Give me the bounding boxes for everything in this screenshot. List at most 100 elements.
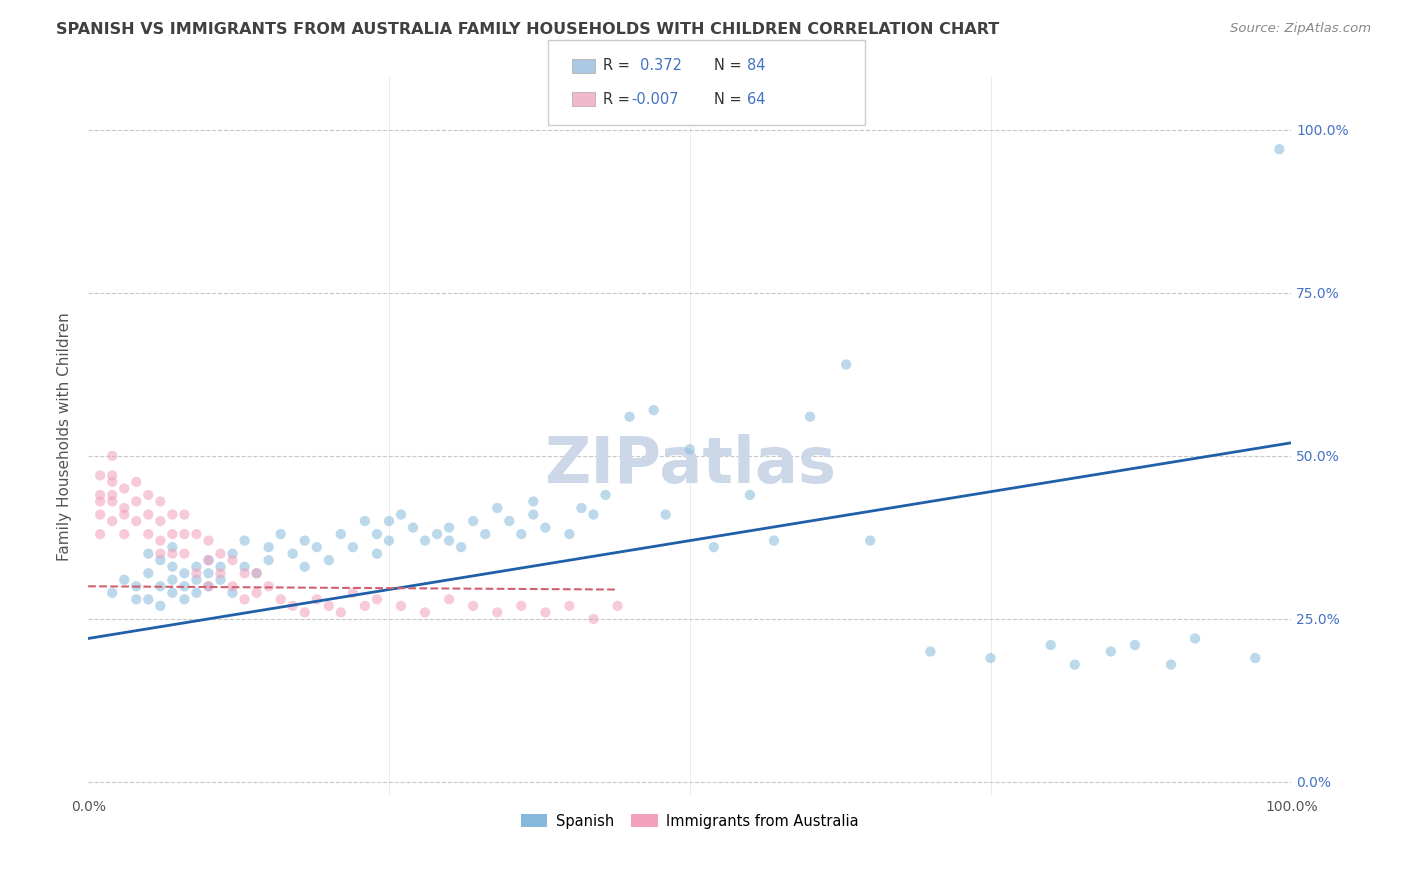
Point	[426, 527, 449, 541]
Text: ZIPatlas: ZIPatlas	[544, 434, 835, 496]
Point	[197, 566, 219, 581]
Point	[136, 527, 159, 541]
Point	[209, 573, 232, 587]
Point	[354, 599, 377, 613]
Point	[233, 566, 256, 581]
Text: Source: ZipAtlas.com: Source: ZipAtlas.com	[1230, 22, 1371, 36]
Point	[149, 533, 172, 548]
Point	[534, 520, 557, 534]
Point	[1099, 644, 1122, 658]
Point	[89, 468, 111, 483]
Point	[233, 559, 256, 574]
Point	[1039, 638, 1062, 652]
Point	[643, 403, 665, 417]
Point	[920, 644, 942, 658]
Point	[474, 527, 496, 541]
Point	[329, 527, 352, 541]
Text: 0.372: 0.372	[640, 58, 682, 73]
Point	[149, 599, 172, 613]
Point	[149, 514, 172, 528]
Point	[233, 533, 256, 548]
Point	[197, 553, 219, 567]
Point	[1160, 657, 1182, 672]
Point	[136, 547, 159, 561]
Point	[654, 508, 676, 522]
Point	[558, 599, 581, 613]
Point	[136, 488, 159, 502]
Point	[162, 508, 184, 522]
Point	[1268, 142, 1291, 156]
Point	[378, 514, 401, 528]
Point	[162, 559, 184, 574]
Point	[149, 579, 172, 593]
Point	[305, 592, 328, 607]
Point	[389, 599, 412, 613]
Point	[197, 579, 219, 593]
Point	[173, 579, 195, 593]
Point	[281, 599, 304, 613]
Point	[413, 606, 436, 620]
Point	[136, 592, 159, 607]
Point	[294, 533, 316, 548]
Point	[125, 514, 148, 528]
Point	[270, 592, 292, 607]
Point	[437, 520, 460, 534]
Point	[173, 566, 195, 581]
Point	[101, 494, 124, 508]
Point	[738, 488, 761, 502]
Text: 64: 64	[747, 92, 765, 107]
Point	[595, 488, 617, 502]
Point	[486, 606, 509, 620]
Point	[510, 527, 533, 541]
Point	[281, 547, 304, 561]
Point	[329, 606, 352, 620]
Point	[186, 566, 208, 581]
Point	[558, 527, 581, 541]
Point	[162, 573, 184, 587]
Point	[486, 501, 509, 516]
Point	[162, 547, 184, 561]
Point	[437, 592, 460, 607]
Point	[835, 358, 858, 372]
Point	[89, 494, 111, 508]
Point	[257, 540, 280, 554]
Point	[305, 540, 328, 554]
Point	[437, 533, 460, 548]
Text: 84: 84	[747, 58, 765, 73]
Point	[162, 540, 184, 554]
Point	[162, 527, 184, 541]
Point	[859, 533, 882, 548]
Point	[233, 592, 256, 607]
Point	[209, 559, 232, 574]
Point	[221, 547, 243, 561]
Point	[173, 508, 195, 522]
Point	[125, 475, 148, 489]
Point	[89, 488, 111, 502]
Text: N =: N =	[714, 58, 742, 73]
Point	[571, 501, 593, 516]
Text: SPANISH VS IMMIGRANTS FROM AUSTRALIA FAMILY HOUSEHOLDS WITH CHILDREN CORRELATION: SPANISH VS IMMIGRANTS FROM AUSTRALIA FAM…	[56, 22, 1000, 37]
Text: R =: R =	[603, 92, 630, 107]
Point	[101, 449, 124, 463]
Point	[149, 547, 172, 561]
Point	[246, 566, 269, 581]
Point	[606, 599, 628, 613]
Point	[762, 533, 785, 548]
Point	[197, 553, 219, 567]
Point	[510, 599, 533, 613]
Point	[582, 508, 605, 522]
Point	[246, 566, 269, 581]
Point	[112, 573, 135, 587]
Point	[257, 579, 280, 593]
Point	[162, 586, 184, 600]
Point	[402, 520, 425, 534]
Point	[101, 488, 124, 502]
Point	[294, 559, 316, 574]
Point	[173, 592, 195, 607]
Point	[366, 592, 388, 607]
Point	[534, 606, 557, 620]
Point	[112, 527, 135, 541]
Point	[149, 553, 172, 567]
Point	[221, 579, 243, 593]
Point	[136, 508, 159, 522]
